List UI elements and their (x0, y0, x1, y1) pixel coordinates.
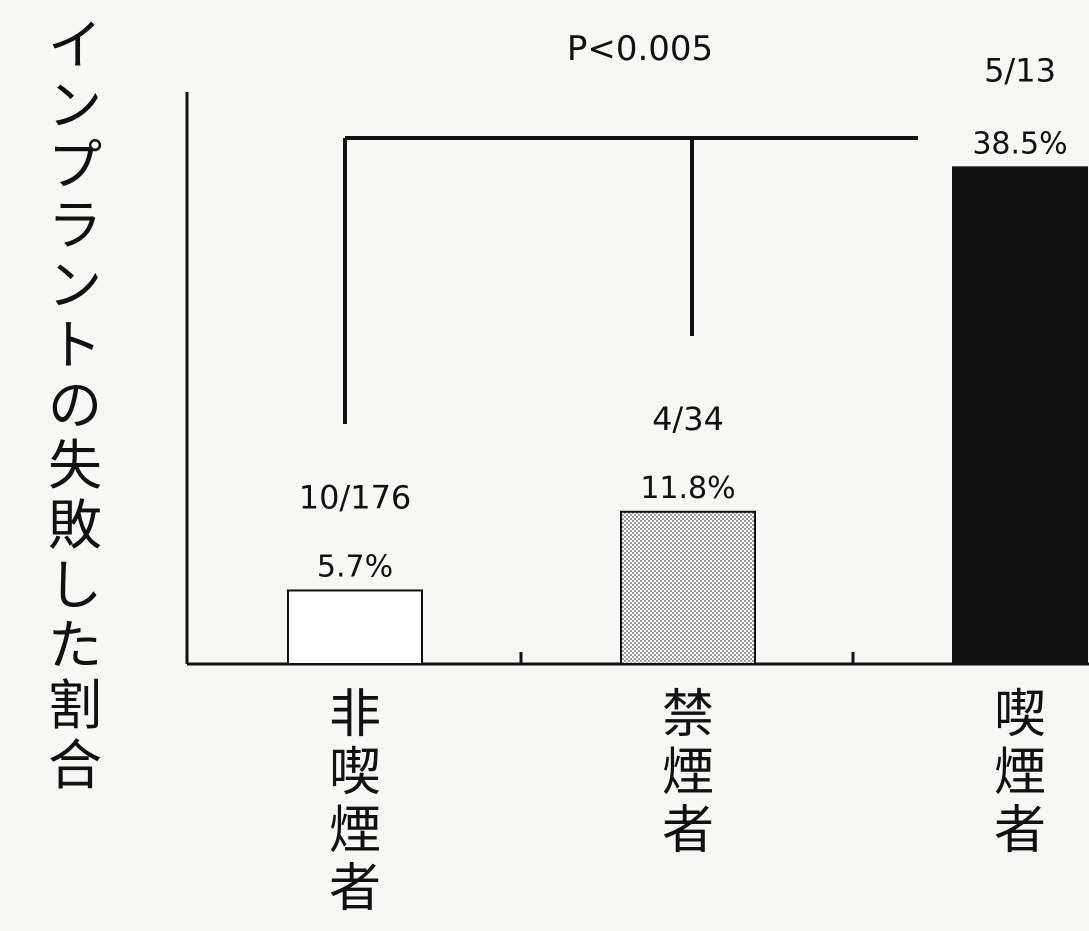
percent-label: 5.7% (317, 549, 393, 584)
bars-group: 5.7% 10/176 非喫煙者 11.8% 4/34 禁煙者 38.5% 5/13 喫煙者 (287, 51, 1088, 919)
bar (287, 589, 423, 665)
count-label: 5/13 (984, 51, 1056, 89)
category-label: 非喫煙者 (329, 685, 381, 919)
significance-label: P<0.005 (567, 29, 713, 69)
bar (620, 510, 756, 665)
percent-label: 38.5% (972, 126, 1067, 161)
percent-label: 11.8% (640, 471, 735, 506)
count-label: 4/34 (652, 400, 724, 438)
count-label: 10/176 (299, 478, 412, 516)
category-label: 喫煙者 (994, 685, 1046, 861)
y-axis-title: インプラントの失敗した割合 (48, 14, 102, 797)
category-label: 禁煙者 (662, 685, 714, 861)
bar (952, 166, 1088, 665)
